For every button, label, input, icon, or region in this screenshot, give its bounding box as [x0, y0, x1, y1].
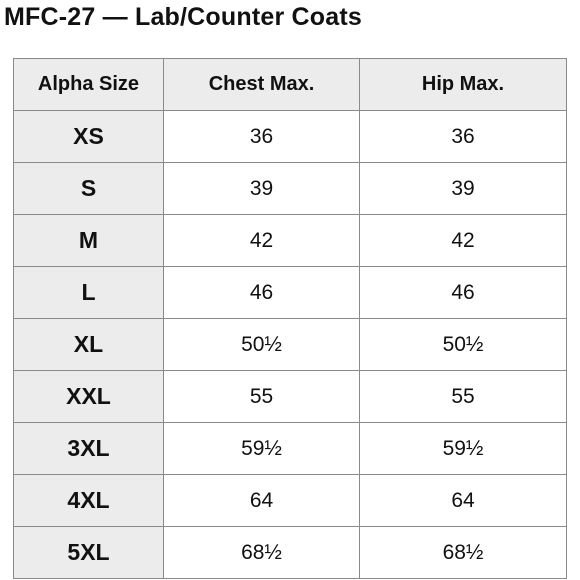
- table-row: L 46 46: [13, 266, 567, 319]
- column-header-alpha-size: Alpha Size: [13, 58, 164, 111]
- chest-cell: 55: [163, 370, 360, 423]
- size-cell: XL: [13, 318, 164, 371]
- size-cell: M: [13, 214, 164, 267]
- table-row: XXL 55 55: [13, 370, 567, 423]
- chest-cell: 46: [163, 266, 360, 319]
- chest-cell: 64: [163, 474, 360, 527]
- table-row: 4XL 64 64: [13, 474, 567, 527]
- page-title: MFC-27 — Lab/Counter Coats: [4, 3, 362, 31]
- hip-cell: 42: [359, 214, 567, 267]
- size-cell: S: [13, 162, 164, 215]
- table-row: XL 50½ 50½: [13, 318, 567, 371]
- table-row: XS 36 36: [13, 110, 567, 163]
- hip-cell: 64: [359, 474, 567, 527]
- column-header-hip-max: Hip Max.: [359, 58, 567, 111]
- hip-cell: 50½: [359, 318, 567, 371]
- hip-cell: 68½: [359, 526, 567, 579]
- size-table: Alpha Size Chest Max. Hip Max. XS 36 36 …: [13, 58, 567, 579]
- table-row: 3XL 59½ 59½: [13, 422, 567, 475]
- table-header-row: Alpha Size Chest Max. Hip Max.: [13, 58, 567, 111]
- column-header-chest-max: Chest Max.: [163, 58, 360, 111]
- size-cell: 5XL: [13, 526, 164, 579]
- hip-cell: 39: [359, 162, 567, 215]
- table-row: M 42 42: [13, 214, 567, 267]
- chest-cell: 39: [163, 162, 360, 215]
- hip-cell: 59½: [359, 422, 567, 475]
- chest-cell: 68½: [163, 526, 360, 579]
- chest-cell: 59½: [163, 422, 360, 475]
- chest-cell: 50½: [163, 318, 360, 371]
- hip-cell: 36: [359, 110, 567, 163]
- size-cell: XS: [13, 110, 164, 163]
- chest-cell: 36: [163, 110, 360, 163]
- chest-cell: 42: [163, 214, 360, 267]
- table-row: S 39 39: [13, 162, 567, 215]
- size-cell: XXL: [13, 370, 164, 423]
- hip-cell: 55: [359, 370, 567, 423]
- size-cell: 3XL: [13, 422, 164, 475]
- size-cell: 4XL: [13, 474, 164, 527]
- size-cell: L: [13, 266, 164, 319]
- hip-cell: 46: [359, 266, 567, 319]
- table-row: 5XL 68½ 68½: [13, 526, 567, 579]
